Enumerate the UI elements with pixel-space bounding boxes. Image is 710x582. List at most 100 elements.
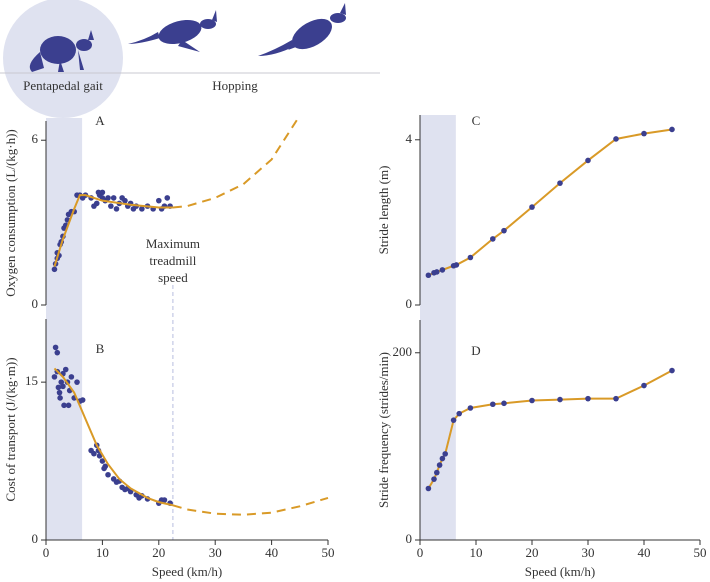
data-point bbox=[52, 344, 59, 351]
fit-line bbox=[172, 496, 329, 516]
x-axis-label: Speed (km/h) bbox=[152, 564, 222, 579]
data-point bbox=[585, 395, 591, 402]
data-point bbox=[105, 195, 111, 201]
data-point bbox=[91, 450, 97, 457]
shading-layer bbox=[46, 115, 456, 540]
panel-letter: D bbox=[471, 343, 480, 358]
annotation: speed bbox=[158, 270, 188, 285]
y-tick-label: 200 bbox=[393, 344, 413, 359]
panel-letter: C bbox=[472, 113, 481, 128]
kangaroo-icons bbox=[29, 3, 346, 72]
data-point bbox=[102, 463, 109, 470]
data-point bbox=[105, 471, 111, 478]
data-point bbox=[79, 397, 86, 403]
annotation: treadmill bbox=[149, 253, 196, 268]
fit-line bbox=[427, 369, 673, 490]
data-point bbox=[55, 384, 62, 391]
gait-label: Pentapedal gait bbox=[23, 78, 103, 93]
data-point bbox=[557, 180, 563, 186]
y-axis-label: Oxygen consumption (L/(kg·h)) bbox=[3, 129, 18, 297]
annotation: Maximum bbox=[146, 236, 200, 251]
x-tick-label: 0 bbox=[417, 545, 424, 560]
data-point bbox=[164, 195, 171, 201]
data-point bbox=[61, 402, 67, 409]
data-point bbox=[613, 395, 619, 402]
data-point bbox=[585, 157, 591, 164]
data-point bbox=[51, 266, 58, 273]
data-point bbox=[641, 382, 647, 389]
data-point bbox=[425, 485, 432, 492]
panel-letter: A bbox=[95, 113, 105, 128]
data-point bbox=[467, 254, 474, 261]
data-point bbox=[122, 197, 128, 204]
data-point bbox=[431, 476, 437, 482]
fit-line bbox=[172, 114, 301, 209]
x-tick-label: 10 bbox=[96, 545, 109, 560]
data-point bbox=[434, 269, 440, 275]
data-point bbox=[442, 451, 449, 457]
data-point bbox=[113, 206, 120, 212]
y-axis-label: Stride length (m) bbox=[376, 166, 391, 255]
data-point bbox=[669, 367, 675, 374]
data-point bbox=[450, 417, 457, 423]
data-point bbox=[156, 197, 162, 204]
data-point bbox=[65, 402, 72, 409]
data-point bbox=[99, 189, 106, 196]
data-point bbox=[96, 453, 103, 459]
data-point bbox=[51, 374, 58, 380]
data-point bbox=[439, 455, 446, 462]
y-tick-label: 0 bbox=[406, 531, 413, 546]
pentapedal-range bbox=[420, 305, 456, 540]
data-point bbox=[139, 206, 145, 212]
y-tick-label: 0 bbox=[406, 296, 413, 311]
data-point bbox=[58, 379, 65, 385]
data-point bbox=[99, 458, 106, 464]
x-tick-label: 40 bbox=[265, 545, 278, 560]
data-point bbox=[74, 379, 80, 385]
y-tick-label: 0 bbox=[32, 531, 39, 546]
x-tick-label: 30 bbox=[209, 545, 222, 560]
data-point bbox=[434, 469, 440, 476]
x-tick-label: 20 bbox=[526, 545, 539, 560]
panel-letter: B bbox=[96, 341, 105, 356]
data-point bbox=[529, 397, 535, 404]
data-point bbox=[56, 389, 63, 396]
data-point bbox=[557, 396, 563, 403]
data-point bbox=[108, 203, 114, 209]
data-point bbox=[436, 462, 443, 468]
data-point bbox=[490, 236, 496, 242]
fit-line bbox=[427, 128, 673, 277]
data-point bbox=[669, 126, 675, 133]
y-tick-label: 15 bbox=[25, 373, 38, 388]
y-tick-label: 4 bbox=[406, 131, 413, 146]
data-point bbox=[456, 410, 463, 417]
x-tick-label: 50 bbox=[322, 545, 335, 560]
y-axis-label: Cost of transport (J/(kg·m)) bbox=[3, 357, 18, 501]
data-point bbox=[93, 200, 100, 207]
x-tick-label: 20 bbox=[152, 545, 165, 560]
kangaroo-crawling bbox=[29, 30, 94, 72]
gait-label: Hopping bbox=[212, 78, 258, 93]
kangaroo-hop-1 bbox=[128, 10, 217, 52]
data-point bbox=[453, 262, 460, 268]
fit-line bbox=[53, 194, 173, 267]
x-tick-label: 0 bbox=[43, 545, 50, 560]
data-point bbox=[439, 267, 446, 273]
y-tick-label: 0 bbox=[32, 296, 39, 311]
data-point bbox=[490, 401, 496, 408]
x-tick-label: 40 bbox=[638, 545, 651, 560]
data-point bbox=[110, 195, 117, 201]
y-axis-label: Stride frequency (strides/min) bbox=[376, 352, 391, 508]
x-axis-label: Speed (km/h) bbox=[525, 564, 595, 579]
data-point bbox=[613, 136, 619, 142]
data-point bbox=[501, 400, 507, 407]
data-point bbox=[467, 405, 474, 411]
data-point bbox=[68, 374, 75, 380]
data-point bbox=[501, 227, 507, 234]
x-tick-label: 50 bbox=[694, 545, 707, 560]
pentapedal-range bbox=[46, 305, 83, 540]
data-point bbox=[57, 395, 63, 401]
fit-line bbox=[53, 367, 174, 507]
